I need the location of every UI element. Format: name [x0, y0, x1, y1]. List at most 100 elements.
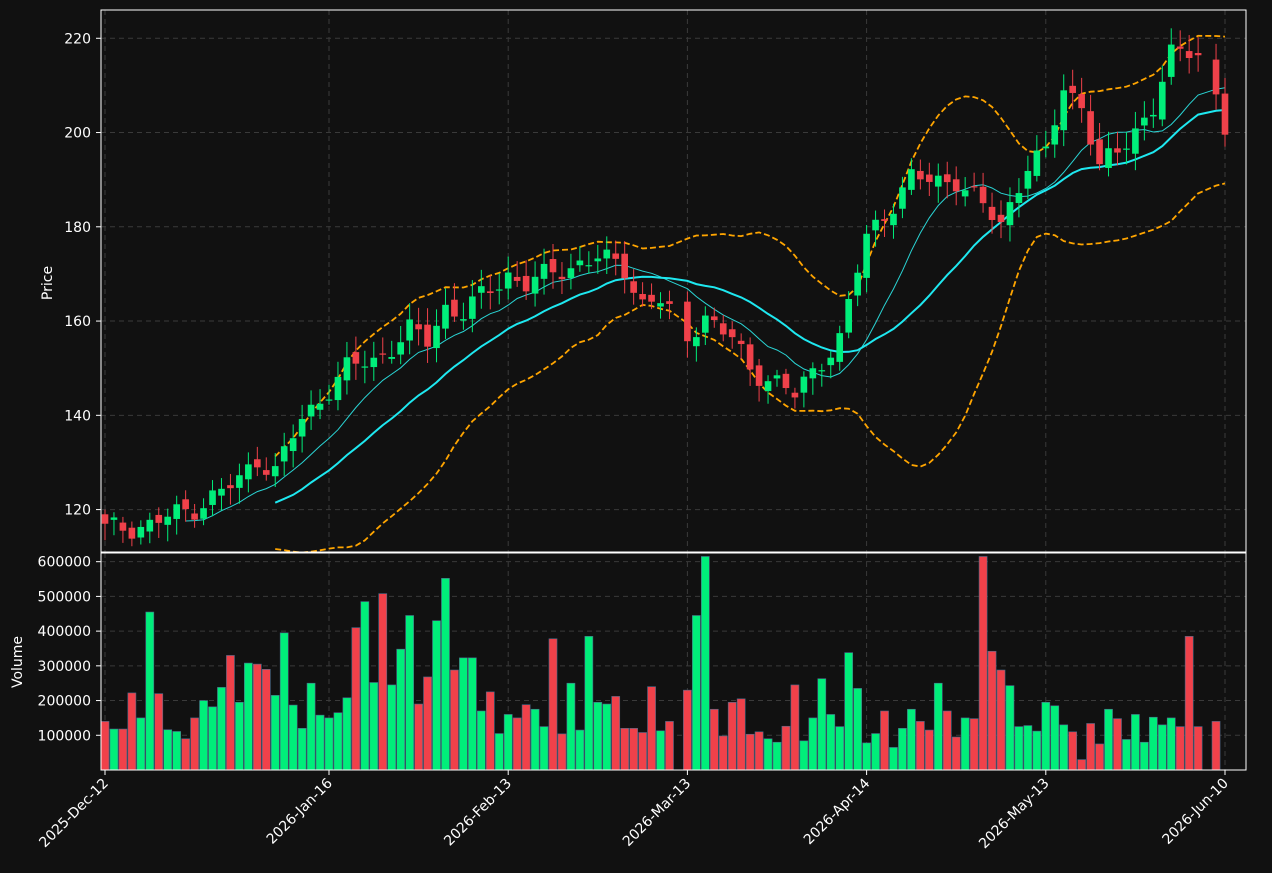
volume-bar	[772, 741, 782, 771]
candle-body	[352, 352, 360, 364]
volume-bar	[790, 684, 800, 771]
volume-axis-title: Volume	[10, 636, 26, 688]
candle-body	[469, 296, 476, 319]
candle-body	[424, 324, 431, 347]
candle-body	[1141, 117, 1148, 126]
volume-bar	[1041, 701, 1051, 771]
candle-body	[773, 375, 781, 379]
volume-bar	[190, 717, 199, 771]
candle-body	[1078, 94, 1085, 109]
candle-body	[1087, 111, 1094, 145]
volume-bar	[450, 669, 459, 771]
candle-body	[1096, 139, 1103, 165]
volume-bar	[665, 721, 674, 771]
volume-bar	[996, 669, 1006, 771]
volume-bar	[1184, 636, 1194, 771]
candle-body	[334, 376, 342, 401]
candle-body	[522, 275, 530, 292]
candle-body	[746, 344, 754, 370]
volume-bar	[521, 704, 531, 771]
candle-body	[818, 370, 826, 372]
bollinger-lower	[275, 182, 1226, 552]
volume-bar	[575, 729, 585, 771]
volume-bar	[1014, 726, 1024, 771]
candle-body	[594, 258, 602, 262]
volume-bar	[1005, 685, 1015, 771]
x-tick-label: 2026-Jan-16	[264, 775, 336, 847]
volume-bar	[1113, 718, 1122, 771]
candle-body	[227, 485, 234, 489]
candle-body	[603, 249, 611, 259]
candle-body	[961, 190, 969, 197]
volume-bar	[252, 663, 262, 771]
volume-bar	[360, 601, 370, 771]
volume-bar	[853, 688, 862, 771]
candle-body	[755, 365, 763, 386]
volume-bar	[880, 710, 889, 771]
candle-body	[370, 357, 378, 368]
candle-body	[495, 289, 503, 291]
volume-tick-label: 100000	[38, 728, 91, 744]
candle-body	[388, 357, 396, 359]
volume-bar	[1211, 721, 1221, 771]
candle-body	[899, 187, 906, 209]
volume-bar	[700, 556, 710, 771]
candle-body	[271, 466, 279, 477]
candle-body	[988, 206, 996, 220]
candle-body	[307, 404, 315, 417]
volume-bar	[566, 682, 576, 771]
volume-bar	[611, 696, 621, 771]
volume-axis: 100000 200000 300000 400000 500000 600000	[38, 555, 101, 744]
price-tick-label: 140	[64, 408, 91, 424]
candle-body	[540, 263, 548, 279]
candle-body	[1060, 90, 1068, 131]
volume-bar	[1140, 741, 1149, 771]
candle-body	[397, 342, 404, 355]
volume-bar	[270, 695, 280, 771]
volume-bar	[745, 733, 755, 771]
x-tick-label: 2026-May-13	[976, 776, 1053, 853]
candle-body	[254, 459, 261, 468]
candle-body	[343, 357, 351, 381]
volume-bar	[844, 652, 854, 771]
volume-bar	[1131, 714, 1140, 771]
candle-body	[684, 301, 691, 342]
x-tick-label: 2026-Jun-10	[1160, 776, 1232, 848]
candle-body	[415, 324, 422, 330]
volume-bar	[548, 638, 558, 771]
candle-body	[693, 337, 700, 347]
volume-bar	[494, 733, 504, 771]
bollinger-bands	[274, 34, 1226, 552]
candle-body	[764, 381, 772, 391]
volume-bar	[423, 676, 432, 771]
price-tick-label: 160	[64, 314, 91, 330]
volume-bar	[826, 714, 836, 771]
candle-body	[1051, 125, 1059, 145]
volume-bar	[315, 714, 325, 771]
candle-body	[1033, 150, 1041, 176]
volume-bar	[808, 717, 818, 771]
candle-body	[943, 174, 951, 183]
volume-bar	[584, 636, 594, 771]
candle-body	[782, 373, 790, 389]
x-tick-label: 2025-Dec-12	[36, 776, 111, 851]
candle-body	[460, 319, 467, 321]
volume-bar	[978, 556, 988, 771]
volume-bar	[692, 615, 701, 771]
candle-body	[881, 219, 888, 221]
candle-body	[280, 446, 288, 462]
volume-bars	[100, 556, 1221, 771]
volume-bar	[656, 730, 665, 771]
candle-body	[890, 213, 897, 226]
candle-body	[1114, 148, 1121, 153]
candle-body	[1069, 85, 1076, 93]
volume-bar	[1157, 724, 1167, 771]
candle-body	[710, 316, 718, 321]
volume-bar	[817, 678, 827, 771]
volume-bar	[718, 735, 728, 771]
candle-body	[486, 291, 494, 294]
volume-bar	[916, 721, 925, 771]
candle-body	[504, 272, 512, 289]
volume-tick-label: 300000	[38, 659, 91, 675]
